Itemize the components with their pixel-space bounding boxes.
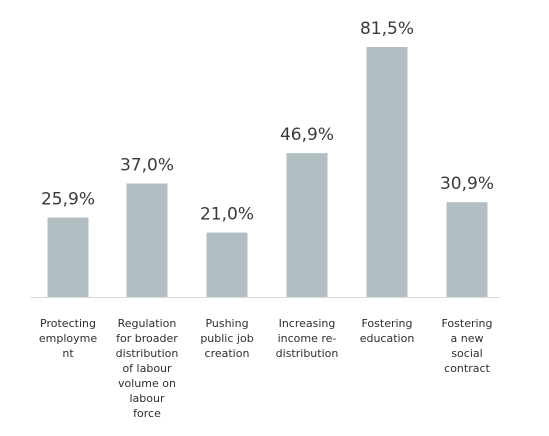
data-label-2: 37,0% <box>120 156 174 176</box>
category-label-line: income re- <box>278 332 337 345</box>
category-label-line: contract <box>444 362 490 375</box>
category-label-line: distribution <box>276 347 339 360</box>
bar-4 <box>286 153 328 297</box>
bar-2 <box>126 183 168 297</box>
category-label-line: education <box>360 332 415 345</box>
data-label-4: 46,9% <box>280 125 334 145</box>
category-label-1: Protecting employme nt <box>39 317 97 360</box>
category-label-line: employme <box>39 332 97 345</box>
bar-6 <box>446 202 488 297</box>
category-label-line: Protecting <box>40 317 96 330</box>
category-label-line: force <box>133 407 161 420</box>
category-label-line: creation <box>205 347 250 360</box>
category-label-line: Pushing <box>205 317 248 330</box>
category-label-3: Pushing public job creation <box>200 317 253 360</box>
data-label-6: 30,9% <box>440 174 494 194</box>
bar-3 <box>206 232 248 297</box>
category-label-line: Increasing <box>279 317 336 330</box>
category-label-line: nt <box>62 347 74 360</box>
category-label-line: a new <box>451 332 484 345</box>
category-label-line: labour <box>129 392 164 405</box>
category-label-6: Fostering a new social contract <box>441 317 492 375</box>
category-label-line: Regulation <box>118 317 177 330</box>
category-label-line: social <box>451 347 482 360</box>
category-label-line: volume on <box>118 377 176 390</box>
category-label-line: Fostering <box>441 317 492 330</box>
category-label-line: public job <box>200 332 253 345</box>
data-label-5: 81,5% <box>360 19 414 39</box>
category-label-4: Increasing income re-distribution <box>276 317 339 360</box>
category-label-5: Fostering education <box>360 317 415 345</box>
bar-5 <box>366 47 408 297</box>
data-label-3: 21,0% <box>200 205 254 225</box>
category-label-line: for broader <box>116 332 178 345</box>
category-label-2: Regulation for broader distribution of labo… <box>116 317 179 420</box>
category-label-line: Fostering <box>361 317 412 330</box>
category-label-line: of labour <box>122 362 172 375</box>
category-label-line: distribution <box>116 347 179 360</box>
data-label-1: 25,9% <box>41 190 95 210</box>
bar-1 <box>47 217 89 297</box>
